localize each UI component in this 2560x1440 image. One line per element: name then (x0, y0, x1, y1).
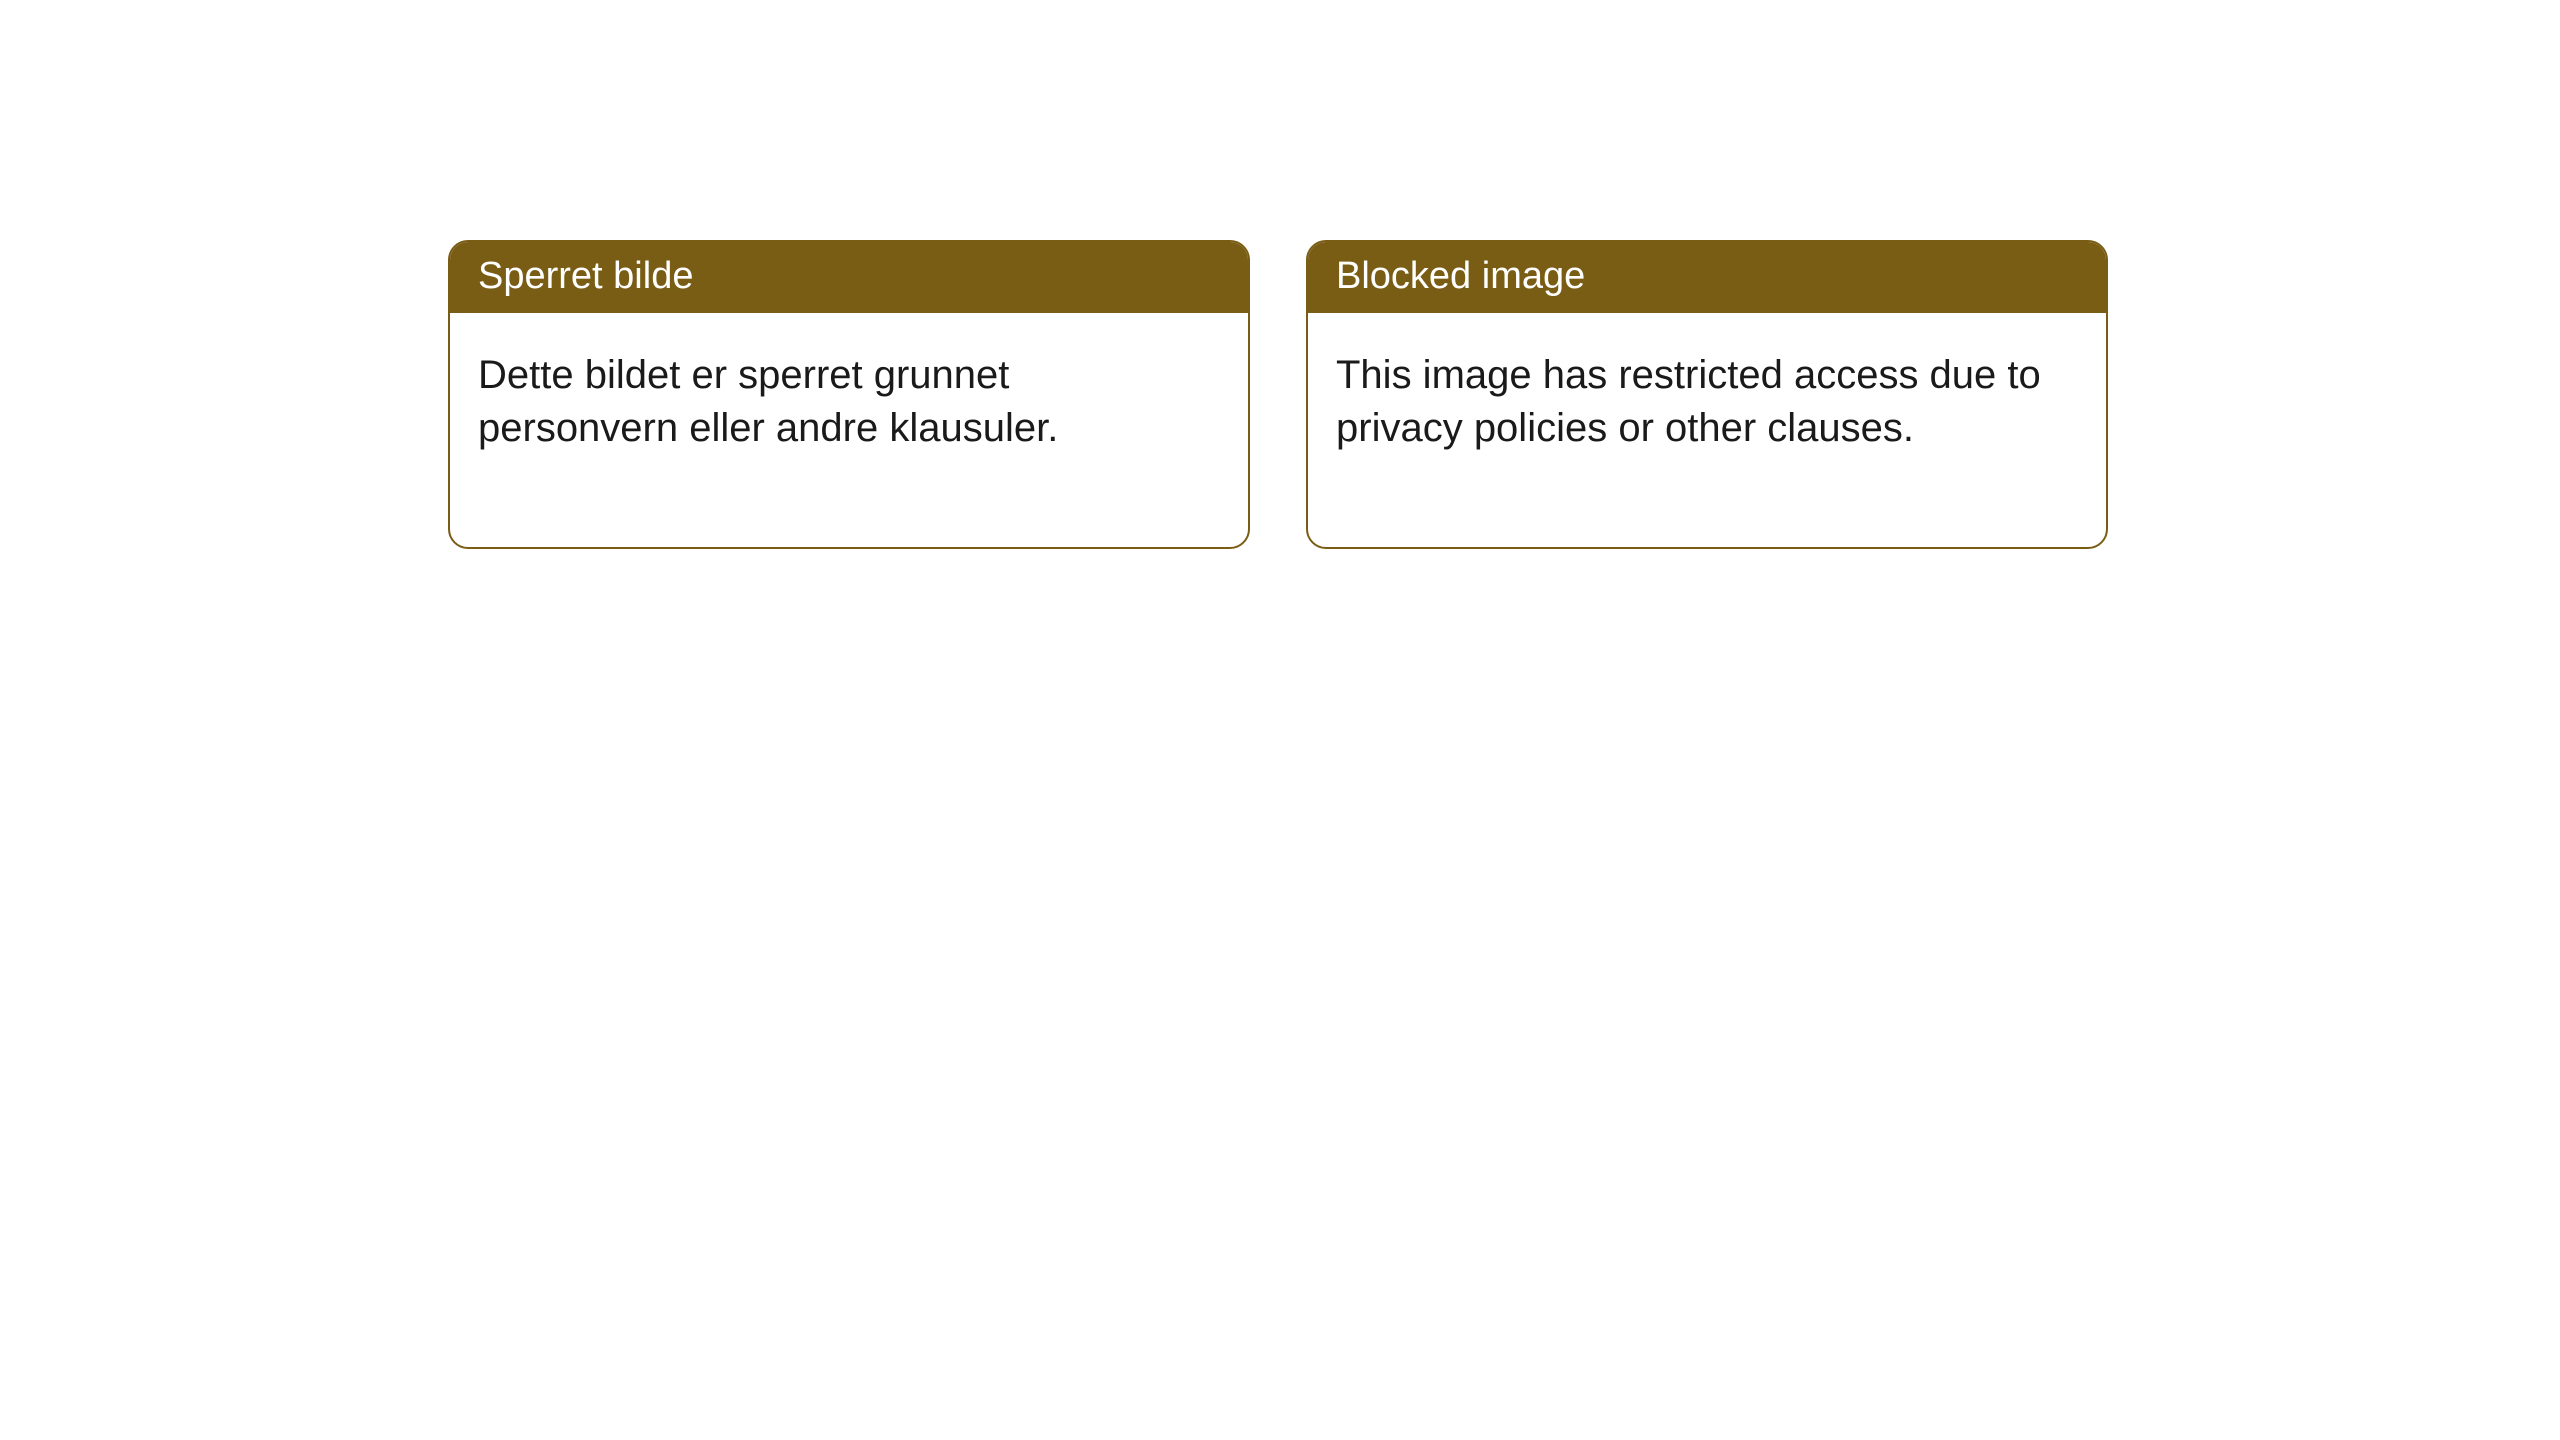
notice-card-english: Blocked image This image has restricted … (1306, 240, 2108, 549)
notice-card-norwegian: Sperret bilde Dette bildet er sperret gr… (448, 240, 1250, 549)
card-header: Blocked image (1308, 242, 2106, 313)
card-body: Dette bildet er sperret grunnet personve… (450, 313, 1248, 547)
card-header: Sperret bilde (450, 242, 1248, 313)
notice-container: Sperret bilde Dette bildet er sperret gr… (0, 0, 2560, 549)
card-body: This image has restricted access due to … (1308, 313, 2106, 547)
